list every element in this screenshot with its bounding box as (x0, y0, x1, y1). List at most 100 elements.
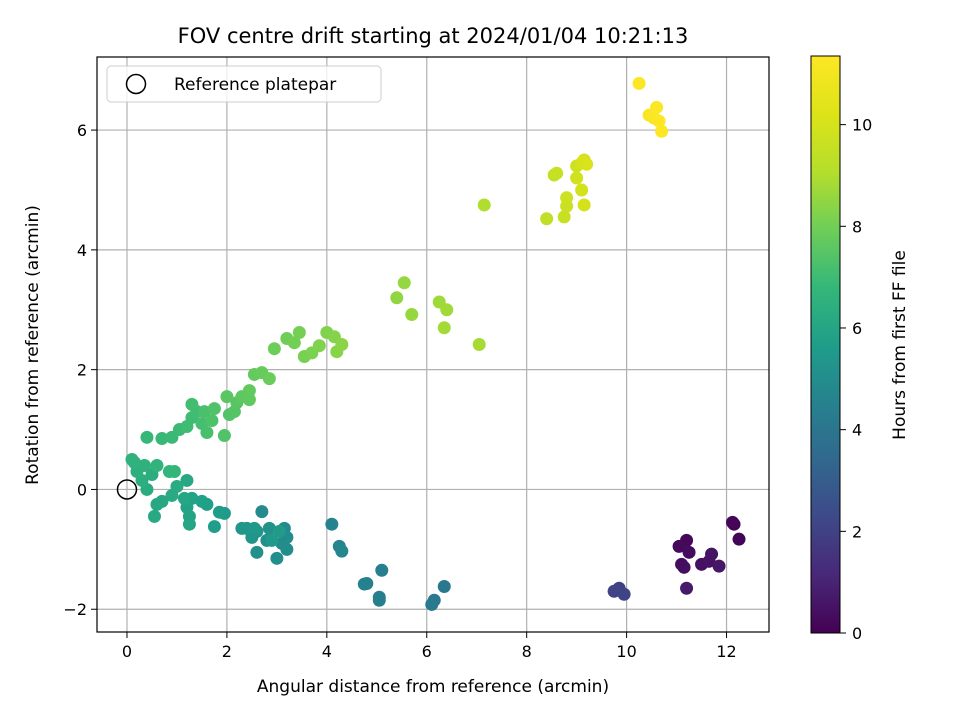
data-point (200, 426, 214, 440)
data-point (325, 517, 339, 531)
data-point (712, 559, 726, 573)
data-point (540, 212, 554, 226)
data-point (137, 458, 151, 472)
data-point (732, 532, 746, 546)
data-point (212, 505, 226, 519)
data-point (270, 551, 284, 565)
data-point (155, 432, 169, 446)
data-point (440, 303, 454, 317)
colorbar-tick-label: 2 (852, 522, 862, 541)
x-tick-label: 8 (522, 642, 532, 661)
data-point (425, 597, 439, 611)
legend-open-circle-icon (125, 73, 147, 95)
data-point (652, 114, 666, 128)
data-point (177, 491, 191, 505)
data-point (207, 402, 221, 416)
colorbar-tick-label: 0 (852, 624, 862, 643)
data-point (560, 191, 574, 205)
colorbar-tick-label: 4 (852, 421, 862, 440)
data-point (335, 544, 349, 558)
data-point (150, 458, 164, 472)
data-point (180, 473, 194, 487)
data-point (405, 308, 419, 322)
data-point (147, 509, 161, 523)
data-point (680, 581, 694, 595)
data-point (570, 171, 584, 185)
data-point (235, 521, 249, 535)
data-point (265, 533, 279, 547)
data-point (335, 338, 349, 351)
x-tick-label: 2 (222, 642, 232, 661)
data-point (617, 587, 631, 601)
data-point (472, 338, 486, 351)
data-point (262, 521, 276, 535)
legend-label: Reference platepar (174, 75, 336, 95)
x-axis-label: Angular distance from reference (arcmin) (257, 677, 609, 697)
data-point (372, 593, 386, 607)
y-axis-label: Rotation from reference (arcmin) (23, 205, 43, 485)
data-point (655, 124, 669, 138)
colorbar-ticks: 0 2 4 6 8 10 (840, 116, 872, 643)
colorbar-label: Hours from first FF file (890, 250, 910, 440)
colorbar-tick-label: 8 (852, 217, 862, 236)
data-point (255, 505, 269, 519)
y-axis: −2 0 2 4 6 (63, 121, 97, 619)
chart-title: FOV centre drift starting at 2024/01/04 … (178, 24, 689, 48)
data-point (375, 563, 389, 577)
y-tick-label: 6 (77, 121, 87, 140)
data-point (672, 539, 686, 553)
data-point (197, 405, 211, 419)
data-point (477, 198, 491, 212)
data-point (140, 430, 154, 444)
data-point (357, 577, 371, 591)
colorbar-tick-label: 10 (852, 116, 872, 135)
data-point (677, 560, 691, 574)
plot-frame (96, 56, 770, 633)
colorbar: 0 2 4 6 8 10 Hours from first FF file (810, 55, 910, 643)
data-point (250, 545, 264, 559)
data-points (125, 76, 746, 611)
data-point (155, 494, 169, 508)
data-point (207, 520, 221, 534)
data-point (185, 397, 199, 411)
data-point (575, 183, 589, 197)
data-point (390, 291, 404, 305)
data-point (217, 429, 231, 443)
y-tick-label: −2 (63, 600, 87, 619)
y-tick-label: 0 (77, 480, 87, 499)
data-point (125, 453, 139, 466)
data-point (682, 545, 696, 559)
data-point (280, 542, 294, 556)
legend: Reference platepar (106, 65, 382, 103)
data-point (312, 339, 326, 353)
data-point (607, 584, 621, 598)
data-point (705, 547, 719, 561)
data-point (437, 579, 451, 593)
data-point (287, 336, 301, 350)
x-tick-label: 4 (322, 642, 332, 661)
data-point (220, 390, 234, 404)
x-tick-label: 0 (122, 642, 132, 661)
colorbar-gradient (810, 55, 841, 634)
x-axis: 0 2 4 6 8 10 12 (122, 632, 737, 661)
data-point (267, 342, 281, 356)
data-point (205, 414, 219, 428)
reference-point (116, 479, 138, 500)
x-tick-label: 10 (616, 642, 636, 661)
data-point (182, 517, 196, 531)
colorbar-tick-label: 6 (852, 319, 862, 338)
data-point (437, 321, 451, 335)
data-point (242, 384, 256, 398)
data-point (292, 326, 306, 340)
data-point (247, 521, 261, 535)
x-tick-label: 12 (716, 642, 736, 661)
data-point (397, 276, 411, 290)
data-point (272, 524, 286, 538)
data-point (167, 464, 181, 478)
legend-box (106, 65, 382, 103)
plot-area (97, 57, 769, 632)
data-point (632, 76, 646, 90)
data-point (195, 494, 209, 508)
